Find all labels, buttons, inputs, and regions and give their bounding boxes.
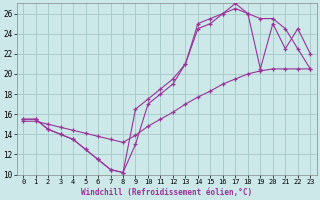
X-axis label: Windchill (Refroidissement éolien,°C): Windchill (Refroidissement éolien,°C) [81, 188, 252, 197]
